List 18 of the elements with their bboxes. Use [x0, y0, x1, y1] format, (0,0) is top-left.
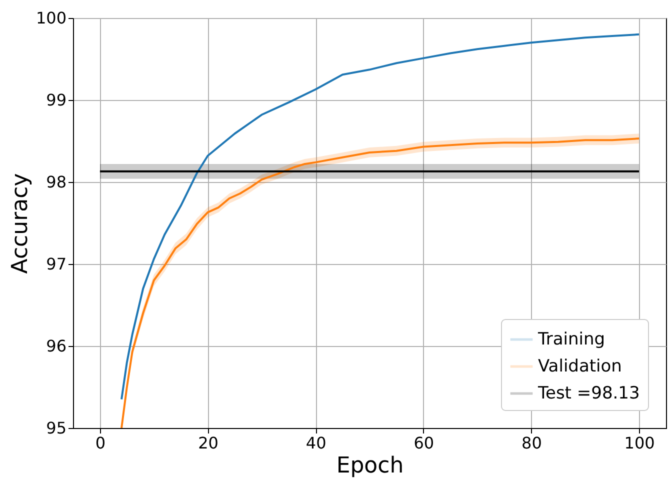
x-tick-label: 100 — [624, 434, 655, 452]
y-tick-label: 95 — [46, 418, 66, 438]
y-tick-label: 98 — [46, 172, 66, 192]
x-tick-label: 80 — [522, 434, 542, 452]
x-tick-label: 40 — [306, 434, 326, 452]
line-series — [120, 33, 640, 400]
y-axis-title: Accuracy — [8, 173, 33, 274]
legend-label: Test =98.13 — [537, 384, 640, 404]
y-tick-label: 97 — [46, 254, 66, 274]
legend-label: Training — [537, 330, 606, 350]
legend-label: Validation — [538, 356, 622, 376]
y-tick-label: 96 — [46, 336, 66, 356]
y-tick-label: 100 — [36, 8, 66, 28]
x-axis-title: Epoch — [336, 454, 404, 478]
x-tick-label: 20 — [198, 434, 218, 452]
x-tick-label: 0 — [95, 434, 106, 452]
x-tick-label: 60 — [414, 434, 434, 452]
y-tick-label: 99 — [46, 90, 66, 110]
